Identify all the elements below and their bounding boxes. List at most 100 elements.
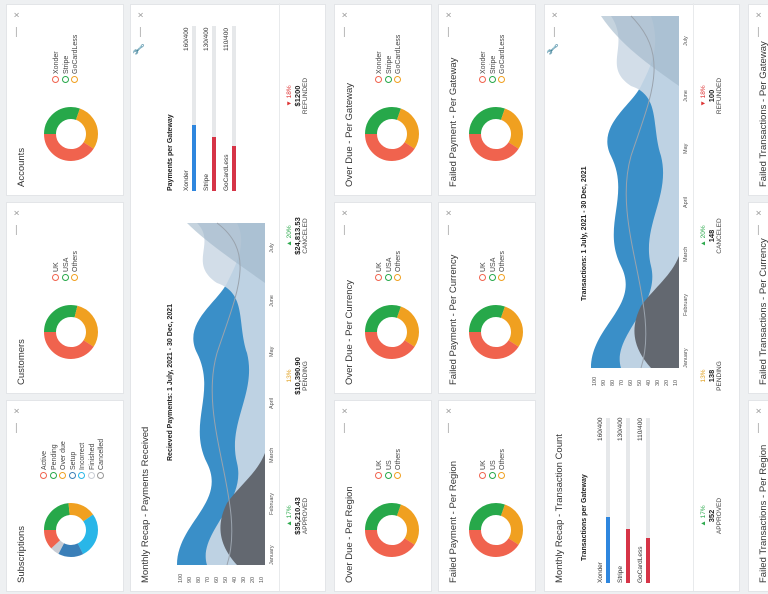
customers-card: Customers — × UK USA Others: [6, 202, 124, 394]
legend-item[interactable]: Cancelled: [97, 439, 107, 479]
legend-dot: [384, 472, 392, 479]
legend-item[interactable]: UK: [375, 449, 385, 479]
close-icon[interactable]: ×: [444, 12, 455, 18]
minimize-icon[interactable]: —: [443, 27, 454, 37]
minimize-icon[interactable]: —: [339, 225, 350, 235]
legend-dot: [384, 274, 392, 281]
legend-item[interactable]: GoCardLess: [498, 35, 508, 83]
legend-item[interactable]: Incorrect: [78, 439, 88, 479]
close-icon[interactable]: ×: [12, 12, 23, 18]
card-title: Failed Payment - Per Currency: [448, 254, 459, 385]
legend-dot: [498, 472, 505, 479]
minimize-icon[interactable]: —: [753, 423, 764, 433]
card-title: Over Due - Per Gateway: [344, 82, 355, 187]
legend-item[interactable]: Stripe: [488, 35, 499, 83]
legend-item[interactable]: GoCardLess: [394, 35, 404, 83]
minimize-icon[interactable]: —: [11, 423, 22, 433]
minimize-icon[interactable]: —: [135, 27, 146, 37]
legend-item[interactable]: Setup: [68, 439, 79, 479]
legend-item[interactable]: Active: [40, 439, 50, 479]
minimize-icon[interactable]: —: [339, 423, 350, 433]
close-icon[interactable]: ×: [754, 210, 765, 216]
subscriptions-legend: Active Pending Over due Setup Incorrect …: [40, 439, 107, 479]
close-icon[interactable]: ×: [444, 408, 455, 414]
svg-text:100: 100: [592, 377, 598, 386]
legend-item[interactable]: Others: [71, 251, 81, 281]
donut-legend: UK US Others: [479, 449, 508, 479]
legend-item[interactable]: Stripe: [384, 35, 395, 83]
svg-text:40: 40: [646, 380, 652, 386]
gateway-bar: [646, 537, 650, 583]
legend-item[interactable]: Stripe: [61, 35, 72, 83]
svg-text:100: 100: [178, 574, 184, 583]
svg-text:March: March: [269, 448, 275, 463]
legend-item[interactable]: USA: [384, 251, 395, 281]
wrench-icon[interactable]: 🔧: [134, 43, 145, 56]
gateway-bar-track: [626, 418, 630, 583]
legend-item[interactable]: US: [488, 449, 499, 479]
close-icon[interactable]: ×: [12, 408, 23, 414]
failed-tx-currency-card: Failed Transactions - Per Currency — ×: [748, 202, 768, 394]
minimize-icon[interactable]: —: [753, 225, 764, 235]
minimize-icon[interactable]: —: [549, 27, 560, 37]
minimize-icon[interactable]: —: [443, 225, 454, 235]
legend-item[interactable]: Others: [394, 449, 404, 479]
close-icon[interactable]: ×: [550, 12, 561, 18]
legend-item[interactable]: Over due: [59, 439, 69, 479]
transactions-area-chart: 100 90 80 70 60 50 40 30 20 10 January February…: [591, 15, 689, 386]
close-icon[interactable]: ×: [340, 12, 351, 18]
legend-item[interactable]: Others: [498, 449, 508, 479]
close-icon[interactable]: ×: [12, 210, 23, 216]
svg-text:10: 10: [259, 577, 265, 583]
wrench-icon[interactable]: 🔧: [548, 43, 559, 56]
close-icon[interactable]: ×: [340, 210, 351, 216]
minimize-icon[interactable]: —: [11, 225, 22, 235]
gateway-value: 160/400: [597, 417, 604, 442]
legend-item[interactable]: GoCardLess: [71, 35, 81, 83]
chart-title: Recieved Payments: 1 July, 2021 - 30 Dec…: [167, 303, 174, 461]
legend-dot: [479, 274, 486, 281]
accounts-donut: [44, 107, 98, 161]
minimize-icon[interactable]: —: [11, 27, 22, 37]
legend-item[interactable]: UK: [375, 251, 385, 281]
gateway-bar-track: [646, 418, 650, 583]
close-icon[interactable]: ×: [340, 408, 351, 414]
legend-item[interactable]: USA: [488, 251, 499, 281]
legend-item[interactable]: US: [384, 449, 395, 479]
legend-item[interactable]: Pending: [49, 439, 60, 479]
legend-item[interactable]: Finished: [87, 439, 98, 479]
svg-text:70: 70: [205, 577, 211, 583]
customers-legend: UK USA Others: [52, 251, 81, 281]
legend-dot: [375, 76, 382, 83]
gateway-name: GoCardLess: [637, 546, 644, 584]
legend-item[interactable]: Xonder: [52, 35, 62, 83]
legend-item[interactable]: Others: [498, 251, 508, 281]
donut-chart: [469, 107, 523, 161]
close-icon[interactable]: ×: [754, 12, 765, 18]
gateway-value: 110/400: [637, 417, 644, 441]
close-icon[interactable]: ×: [444, 210, 455, 216]
card-title: Customers: [16, 339, 27, 385]
svg-text:May: May: [269, 346, 275, 357]
svg-text:June: June: [683, 90, 689, 102]
x-axis: January February March April May June July: [683, 36, 689, 368]
stat-approved: ▲ 17% $35,210.43 APPROVED: [286, 497, 309, 535]
minimize-icon[interactable]: —: [339, 27, 350, 37]
close-icon[interactable]: ×: [754, 408, 765, 414]
minimize-icon[interactable]: —: [753, 27, 764, 37]
close-icon[interactable]: ×: [136, 12, 147, 18]
gateway-bar-track: [192, 26, 196, 191]
legend-item[interactable]: UK: [479, 449, 489, 479]
minimize-icon[interactable]: —: [443, 423, 454, 433]
donut-chart: [469, 503, 523, 557]
legend-item[interactable]: Xonder: [375, 35, 385, 83]
gateway-bar: [606, 517, 610, 583]
legend-item[interactable]: UK: [52, 251, 62, 281]
legend-item[interactable]: UK: [479, 251, 489, 281]
gateway-value: 160/400: [183, 27, 190, 52]
gateway-bar-track: [606, 418, 610, 583]
legend-item[interactable]: Xonder: [479, 35, 489, 83]
donut-legend: Xonder Stripe GoCardLess: [479, 35, 508, 83]
legend-item[interactable]: USA: [61, 251, 72, 281]
legend-item[interactable]: Others: [394, 251, 404, 281]
